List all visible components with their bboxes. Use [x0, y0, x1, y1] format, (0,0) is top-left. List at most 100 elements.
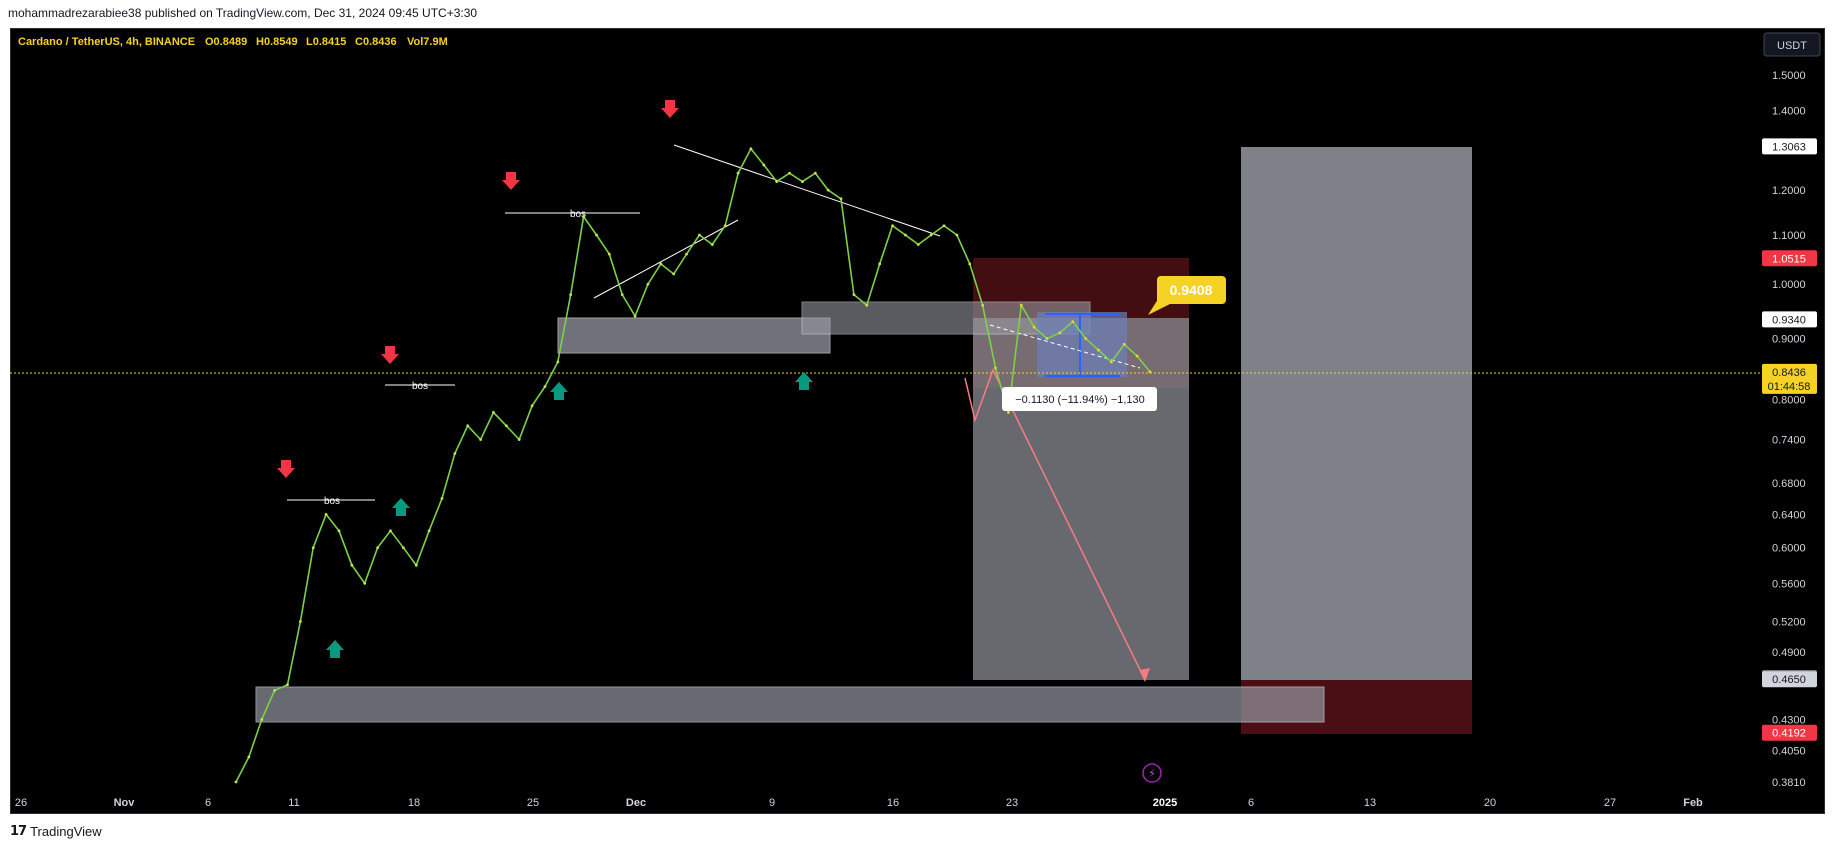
- chart-frame[interactable]: [10, 28, 1825, 814]
- price-point[interactable]: [504, 424, 508, 428]
- price-point[interactable]: [517, 438, 521, 441]
- price-point[interactable]: [826, 188, 830, 192]
- price-point[interactable]: [1084, 337, 1088, 340]
- price-point[interactable]: [595, 233, 598, 237]
- price-point[interactable]: [324, 513, 328, 516]
- price-point[interactable]: [736, 171, 740, 175]
- price-tag[interactable]: [1762, 311, 1817, 328]
- price-point[interactable]: [414, 563, 418, 567]
- price-point[interactable]: [891, 224, 894, 228]
- price-point[interactable]: [1045, 337, 1049, 340]
- price-point[interactable]: [646, 282, 650, 286]
- price-point[interactable]: [788, 171, 791, 175]
- price-point[interactable]: [633, 314, 637, 318]
- price-point[interactable]: [607, 252, 611, 256]
- consolidation-box[interactable]: [1037, 312, 1127, 377]
- callout-box[interactable]: [1157, 276, 1226, 304]
- price-point[interactable]: [955, 233, 959, 237]
- footer-brand[interactable]: 𝟭𝟳 TradingView: [10, 823, 102, 839]
- symbol-title[interactable]: Cardano / TetherUS, 4h, BINANCE: [18, 36, 195, 48]
- price-point[interactable]: [916, 243, 920, 246]
- price-tag[interactable]: [1762, 724, 1817, 741]
- price-point[interactable]: [1071, 320, 1075, 324]
- price-point[interactable]: [350, 563, 354, 567]
- price-point[interactable]: [1148, 370, 1152, 374]
- price-point[interactable]: [1058, 331, 1062, 335]
- price-point[interactable]: [801, 180, 804, 183]
- price-point[interactable]: [878, 262, 882, 266]
- price-point[interactable]: [904, 233, 907, 237]
- mid-dashed-line[interactable]: [989, 324, 1141, 369]
- arrow-up-icon[interactable]: [795, 372, 813, 390]
- price-point[interactable]: [929, 233, 933, 237]
- price-point[interactable]: [620, 293, 624, 297]
- price-point[interactable]: [453, 452, 457, 456]
- price-point[interactable]: [311, 546, 315, 550]
- target-zone[interactable]: [973, 318, 1189, 680]
- price-point[interactable]: [698, 233, 701, 237]
- price-point[interactable]: [839, 197, 843, 201]
- price-point[interactable]: [556, 360, 560, 364]
- trendline-desc[interactable]: [673, 144, 941, 237]
- price-point[interactable]: [543, 385, 547, 388]
- price-point[interactable]: [1032, 325, 1036, 329]
- price-point[interactable]: [427, 529, 431, 533]
- price-point[interactable]: [865, 303, 869, 307]
- currency-button[interactable]: [1763, 32, 1821, 57]
- price-point[interactable]: [1109, 360, 1113, 364]
- price-tag[interactable]: [1762, 138, 1817, 155]
- price-point[interactable]: [1135, 354, 1139, 358]
- arrow-down-icon[interactable]: [277, 460, 295, 478]
- measure-label-box[interactable]: [1002, 387, 1157, 411]
- price-point[interactable]: [1122, 342, 1126, 346]
- price-point[interactable]: [363, 581, 367, 585]
- price-point[interactable]: [260, 718, 264, 721]
- arrow-up-icon[interactable]: [392, 498, 410, 516]
- price-tag[interactable]: [1762, 363, 1817, 394]
- price-point[interactable]: [968, 262, 972, 266]
- price-point[interactable]: [762, 163, 766, 167]
- arrow-up-icon[interactable]: [550, 382, 568, 400]
- price-point[interactable]: [247, 755, 251, 759]
- price-point[interactable]: [389, 529, 392, 533]
- price-point[interactable]: [749, 147, 753, 151]
- price-point[interactable]: [1097, 348, 1100, 352]
- price-tag[interactable]: [1762, 671, 1817, 688]
- price-point[interactable]: [659, 262, 663, 266]
- demand-zone-nov[interactable]: [557, 317, 831, 354]
- price-tag[interactable]: [1762, 250, 1817, 267]
- price-point[interactable]: [981, 303, 985, 307]
- price-point[interactable]: [582, 215, 585, 218]
- currency-button-label[interactable]: USDT: [1777, 40, 1807, 52]
- events-icon[interactable]: [1142, 763, 1162, 783]
- trendline-asc[interactable]: [593, 219, 739, 299]
- price-series-line[interactable]: [235, 147, 1151, 783]
- arrow-down-icon[interactable]: [661, 100, 679, 118]
- price-point[interactable]: [775, 180, 779, 183]
- price-point[interactable]: [710, 243, 714, 246]
- price-point[interactable]: [298, 620, 302, 623]
- price-point[interactable]: [273, 689, 277, 692]
- price-point[interactable]: [401, 546, 405, 550]
- price-point[interactable]: [723, 224, 727, 228]
- arrow-down-icon[interactable]: [381, 346, 399, 364]
- price-point[interactable]: [685, 252, 688, 256]
- price-point[interactable]: [813, 171, 817, 175]
- price-point[interactable]: [994, 366, 997, 370]
- price-point[interactable]: [672, 272, 676, 276]
- projection-arrow[interactable]: [964, 368, 1146, 681]
- price-point[interactable]: [376, 546, 380, 550]
- price-point[interactable]: [530, 404, 534, 408]
- price-point[interactable]: [286, 683, 289, 687]
- demand-zone-bottom[interactable]: [255, 686, 1325, 723]
- arrow-up-icon[interactable]: [326, 640, 344, 658]
- price-point[interactable]: [569, 293, 573, 297]
- price-point[interactable]: [440, 497, 444, 500]
- arrow-down-icon[interactable]: [502, 172, 520, 190]
- price-point[interactable]: [852, 293, 856, 297]
- price-point[interactable]: [492, 410, 495, 414]
- price-point[interactable]: [337, 529, 341, 533]
- price-point[interactable]: [1006, 410, 1010, 414]
- projection-zone[interactable]: [1241, 147, 1472, 680]
